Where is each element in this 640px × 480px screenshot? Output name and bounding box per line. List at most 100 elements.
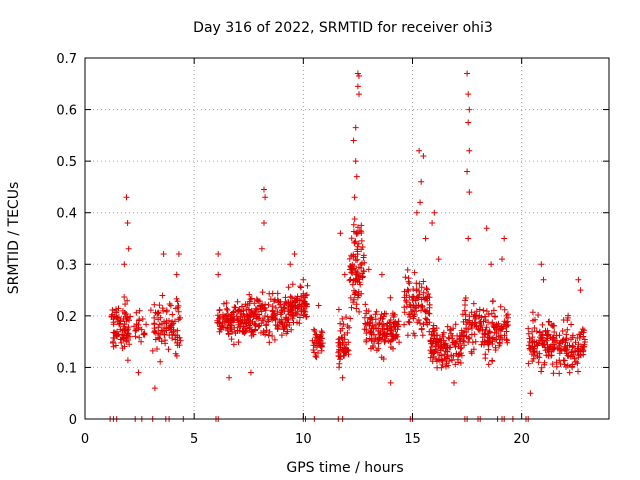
data-point — [124, 314, 131, 321]
data-point — [538, 368, 545, 375]
data-point — [241, 316, 248, 323]
data-point — [438, 364, 445, 371]
data-point — [121, 321, 128, 328]
data-point — [476, 320, 483, 327]
data-point — [504, 337, 510, 344]
data-point — [158, 327, 165, 334]
data-point — [564, 326, 571, 333]
data-point — [561, 361, 568, 368]
data-point — [335, 336, 342, 343]
data-point — [498, 325, 505, 331]
data-point — [344, 329, 351, 336]
data-point — [426, 310, 433, 317]
data-point — [117, 317, 124, 324]
data-point — [561, 346, 568, 353]
data-point — [568, 321, 575, 328]
data-point — [290, 302, 297, 309]
data-point — [539, 334, 546, 341]
data-point — [121, 343, 128, 350]
data-point — [559, 338, 566, 345]
data-point — [581, 343, 588, 350]
data-point — [358, 237, 365, 244]
data-point — [570, 351, 577, 358]
data-point — [252, 305, 259, 312]
data-point — [343, 341, 350, 348]
data-point — [432, 356, 439, 362]
data-point — [395, 318, 402, 325]
data-point — [303, 291, 310, 298]
data-point — [362, 320, 369, 327]
data-point — [281, 301, 288, 308]
data-point — [274, 326, 281, 333]
data-point — [378, 271, 385, 278]
data-point — [135, 369, 142, 376]
data-point — [251, 320, 258, 327]
data-point — [525, 330, 532, 337]
data-point — [391, 311, 398, 318]
y-tick-label: 0 — [69, 413, 77, 428]
chart-title: Day 316 of 2022, SRMTID for receiver ohi… — [193, 20, 493, 36]
data-point — [556, 370, 563, 377]
data-point — [155, 316, 162, 323]
data-point — [354, 256, 361, 263]
data-point — [122, 301, 129, 308]
data-point — [166, 301, 173, 307]
data-point — [110, 329, 117, 336]
data-point — [300, 276, 307, 283]
data-point — [261, 186, 267, 193]
data-point — [481, 331, 488, 338]
data-point — [375, 340, 382, 347]
data-point — [571, 355, 578, 362]
data-point — [461, 307, 468, 314]
data-point — [435, 339, 442, 346]
data-point — [488, 310, 495, 317]
data-point — [529, 328, 536, 335]
data-point — [553, 359, 560, 366]
data-point — [266, 339, 273, 346]
data-point — [438, 352, 445, 359]
data-point — [499, 256, 505, 263]
data-point — [532, 316, 538, 323]
data-point — [260, 328, 267, 335]
data-point — [215, 271, 222, 278]
data-point — [485, 346, 492, 353]
data-point — [337, 230, 344, 237]
data-point — [272, 296, 278, 303]
data-point — [575, 276, 582, 283]
data-point — [356, 91, 362, 98]
data-point — [233, 313, 240, 320]
data-point — [251, 311, 257, 318]
data-point — [136, 307, 143, 314]
data-point — [472, 338, 479, 345]
data-point — [242, 301, 249, 308]
data-point — [223, 300, 230, 306]
data-point — [371, 338, 378, 345]
data-point — [549, 361, 556, 368]
data-point — [503, 312, 510, 319]
data-point — [155, 310, 162, 316]
data-point — [337, 341, 344, 348]
data-point — [415, 317, 422, 323]
data-point — [336, 360, 343, 367]
data-point — [468, 323, 475, 329]
data-point — [312, 353, 319, 360]
data-point — [530, 345, 537, 352]
data-point — [460, 337, 467, 344]
data-point — [346, 324, 353, 331]
data-point — [418, 178, 425, 185]
data-point — [253, 306, 260, 313]
data-point — [456, 336, 463, 343]
data-point — [260, 317, 267, 323]
data-point — [259, 289, 266, 296]
data-point — [417, 320, 423, 327]
data-point — [151, 314, 158, 321]
data-point — [156, 302, 163, 309]
data-point — [483, 225, 490, 232]
data-point — [258, 302, 265, 309]
data-point — [124, 297, 131, 304]
data-point — [482, 351, 489, 358]
data-point — [262, 313, 268, 319]
data-point — [288, 326, 295, 333]
data-point — [390, 333, 397, 340]
data-point — [431, 209, 438, 216]
